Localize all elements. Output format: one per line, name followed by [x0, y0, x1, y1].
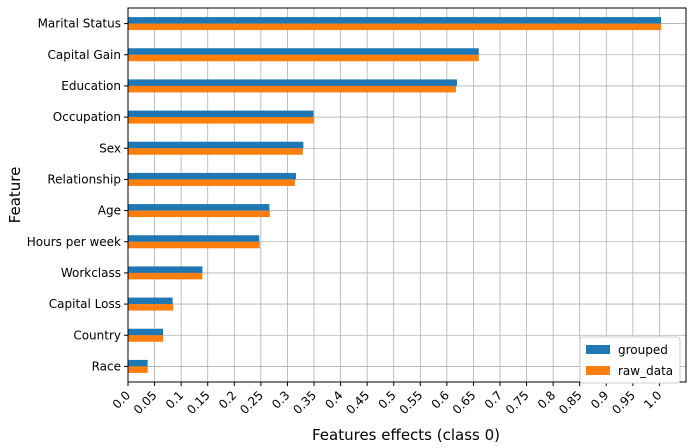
- legend-swatch-raw-data: [586, 366, 610, 375]
- y-tick-label: Education: [61, 79, 121, 93]
- x-tick-label: 0.95: [609, 388, 638, 417]
- bar-raw-data: [128, 210, 270, 218]
- legend-swatch-grouped: [586, 345, 610, 354]
- bar-raw-data: [128, 366, 148, 373]
- y-tick-label: Capital Loss: [49, 297, 121, 311]
- bar-grouped: [128, 204, 270, 211]
- bar-grouped: [128, 110, 314, 118]
- x-tick-label: 0.55: [397, 388, 426, 417]
- bar-grouped: [128, 266, 203, 273]
- y-tick-label: Relationship: [47, 172, 121, 186]
- bar-raw-data: [128, 179, 295, 186]
- legend: grouped raw_data: [579, 336, 681, 384]
- y-tick-label: Age: [98, 204, 121, 218]
- bar-grouped: [128, 235, 260, 242]
- y-tick-label: Race: [92, 359, 121, 373]
- bar-grouped: [128, 48, 479, 55]
- legend-label-grouped: grouped: [618, 343, 668, 357]
- legend-label-raw-data: raw_data: [618, 364, 673, 378]
- x-ticks: 0.00.05 0.10.15 0.20.25 0.30.35 0.40.45 0.50.…: [110, 382, 665, 417]
- x-tick-label: 0.35: [290, 388, 319, 417]
- bar-raw-data: [128, 335, 164, 342]
- plot-frame: [127, 7, 687, 383]
- y-tick-label: Country: [73, 328, 121, 342]
- bar-raw-data: [128, 272, 203, 280]
- y-tick-label: Occupation: [53, 110, 121, 124]
- bar-raw-data: [128, 85, 456, 93]
- y-tick-label: Workclass: [61, 266, 121, 280]
- y-ticks: Marital Status Capital Gain Education Occup…: [27, 17, 128, 373]
- x-tick-label: 0.05: [131, 388, 160, 417]
- y-axis-label: Feature: [6, 167, 24, 224]
- x-tick-label: 0.45: [343, 388, 372, 417]
- bar-grouped: [128, 172, 296, 180]
- bar-grouped: [128, 141, 304, 149]
- bar-raw-data: [128, 241, 260, 249]
- x-tick-label: 0.1: [163, 388, 186, 411]
- bar-raw-data: [128, 304, 174, 311]
- bar-raw-data: [128, 148, 303, 155]
- x-tick-label: 0.6: [429, 388, 452, 411]
- grid: [127, 8, 686, 382]
- bar-grouped: [128, 297, 173, 305]
- bar-grouped: [128, 359, 148, 367]
- x-tick-label: 0.25: [237, 388, 266, 417]
- x-tick-label: 0.85: [556, 388, 585, 417]
- y-tick-label: Marital Status: [38, 17, 121, 31]
- bar-raw-data: [128, 117, 314, 124]
- y-tick-label: Capital Gain: [48, 48, 121, 62]
- x-tick-label: 0.65: [450, 388, 479, 417]
- bar-grouped: [128, 328, 164, 336]
- x-axis-label: Features effects (class 0): [312, 426, 500, 444]
- x-tick-label: 0.8: [535, 388, 558, 411]
- x-tick-label: 0.0: [110, 388, 133, 411]
- x-tick-label: 0.7: [482, 388, 505, 411]
- y-tick-label: Hours per week: [27, 235, 121, 249]
- x-tick-label: 0.75: [503, 388, 532, 417]
- x-tick-label: 0.15: [184, 388, 213, 417]
- x-tick-label: 0.2: [216, 388, 239, 411]
- bar-grouped: [128, 17, 662, 24]
- x-tick-label: 0.5: [375, 388, 398, 411]
- bars: [128, 17, 662, 373]
- y-tick-label: Sex: [99, 141, 121, 155]
- x-tick-label: 0.9: [588, 388, 611, 411]
- x-tick-label: 0.3: [269, 388, 292, 411]
- x-tick-label: 1.0: [641, 388, 664, 411]
- bar-raw-data: [128, 23, 662, 31]
- bar-raw-data: [128, 54, 479, 62]
- x-tick-label: 0.4: [322, 388, 345, 411]
- bar-grouped: [128, 79, 457, 86]
